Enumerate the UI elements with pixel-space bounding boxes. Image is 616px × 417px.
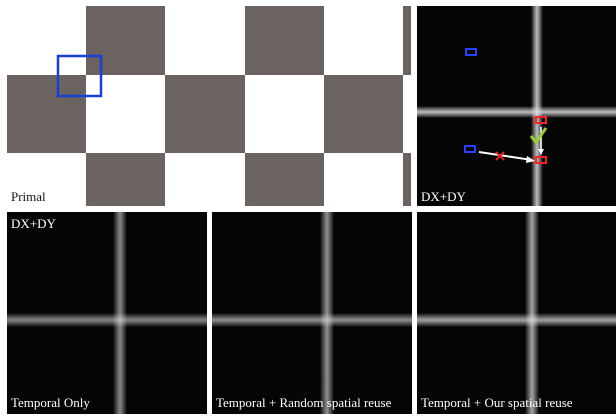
page: {"panels": [ {"label": "Primal"}, {"labe… bbox=[0, 0, 616, 417]
gradient-panel bbox=[417, 6, 616, 206]
panel-tag: DX+DY bbox=[11, 216, 56, 231]
primal-panel bbox=[7, 6, 482, 213]
panel-label: Temporal + Our spatial reuse bbox=[421, 395, 573, 410]
result-panel bbox=[7, 212, 207, 414]
panel-label: Temporal + Random spatial reuse bbox=[216, 395, 392, 410]
panel-label: Primal bbox=[11, 189, 46, 204]
result-panel bbox=[212, 212, 412, 414]
panel-label: DX+DY bbox=[421, 189, 466, 204]
panel-label: Temporal Only bbox=[11, 395, 90, 410]
figure: Primal DX+DY DX+DY Temporal Only Tempora… bbox=[0, 0, 616, 417]
result-panel bbox=[417, 212, 616, 414]
